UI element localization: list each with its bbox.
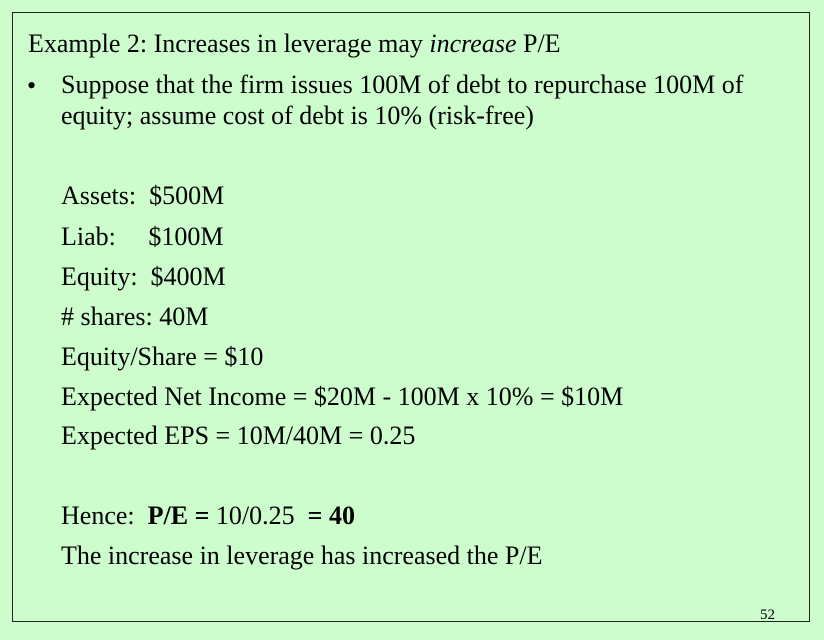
net-income-line: Expected Net Income = $20M - 100M x 10% …: [61, 382, 624, 411]
bullet-text: Suppose that the firm issues 100M of deb…: [61, 70, 744, 130]
page-number: 52: [760, 607, 775, 623]
eps-line: Expected EPS = 10M/40M = 0.25: [61, 421, 416, 450]
slide-title: Example 2: Increases in leverage may inc…: [28, 28, 561, 60]
title-italic-word: increase: [429, 29, 517, 58]
pe-label: P/E =: [147, 501, 210, 530]
bullet-marker: •: [27, 71, 37, 100]
pe-calc: 10/0.25: [209, 501, 308, 530]
liabilities-line: Liab: $100M: [61, 222, 224, 251]
slide-frame: [12, 12, 810, 622]
equity-line: Equity: $400M: [61, 262, 226, 291]
shares-line: # shares: 40M: [61, 302, 209, 331]
equity-per-share-line: Equity/Share = $10: [61, 342, 264, 371]
hence-label: Hence:: [61, 501, 148, 530]
assets-line: Assets: $500M: [61, 181, 225, 210]
title-prefix: Example 2: Increases in leverage may: [28, 29, 430, 58]
pe-result: = 40: [307, 501, 355, 530]
title-suffix: P/E: [516, 29, 561, 58]
conclusion-line: The increase in leverage has increased t…: [61, 541, 543, 570]
hence-line: Hence: P/E = 10/0.25 = 40: [61, 500, 355, 532]
